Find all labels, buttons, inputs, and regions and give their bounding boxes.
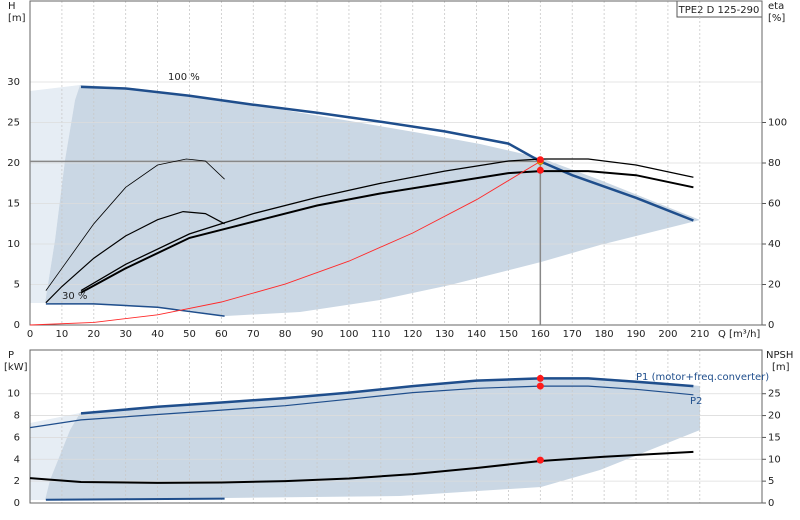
x-tick-label: 180	[595, 329, 614, 340]
y-tick-label: 4	[14, 454, 20, 465]
y2-axis-name: NPSH	[766, 350, 793, 361]
y-tick-label: 10	[7, 389, 20, 400]
y2-tick-label: 0	[768, 498, 774, 509]
y2-tick-label: 80	[768, 158, 781, 169]
y2-tick-label: 60	[768, 199, 781, 210]
y2-tick-label: 25	[768, 389, 781, 400]
annotation: 100 %	[168, 72, 200, 83]
curve	[45, 158, 225, 291]
y-tick-label: 8	[14, 411, 20, 422]
x-tick-label: 100	[339, 329, 358, 340]
x-tick-label: 50	[183, 329, 196, 340]
x-tick-label: 60	[215, 329, 228, 340]
curve	[80, 170, 694, 294]
x-tick-label: 20	[87, 329, 100, 340]
plot-frame	[29, 349, 763, 504]
curve	[45, 303, 225, 317]
annotation: P1 (motor+freq.converter)	[636, 372, 769, 383]
x-tick-label: 40	[151, 329, 164, 340]
point-marker	[536, 156, 544, 164]
point-marker	[536, 374, 544, 382]
y-tick-label: 0	[14, 320, 20, 331]
y-tick-label: 6	[14, 432, 20, 443]
x-tick-label: 160	[531, 329, 550, 340]
y-tick-label: 15	[7, 199, 20, 210]
y-tick-label: 25	[7, 118, 20, 129]
x-tick-label: 30	[119, 329, 132, 340]
x-tick-label: 190	[626, 329, 645, 340]
shade-light	[30, 85, 80, 303]
y2-tick-label: 15	[768, 432, 781, 443]
x-tick-label: 210	[690, 329, 709, 340]
x-tick-label: 80	[279, 329, 292, 340]
y-axis-name: H	[8, 1, 16, 12]
x-tick-label: 0	[27, 329, 33, 340]
curve	[80, 377, 694, 415]
y2-tick-label: 5	[768, 476, 774, 487]
point-marker	[536, 382, 544, 390]
chart-title: TPE2 D 125-290	[678, 5, 760, 16]
x-tick-label: 120	[403, 329, 422, 340]
x-tick-label: 150	[499, 329, 518, 340]
y-tick-label: 20	[7, 158, 20, 169]
operating-range	[45, 85, 700, 316]
x-tick-label: 110	[371, 329, 390, 340]
annotation: 30 %	[62, 291, 87, 302]
y2-axis-unit: [m]	[772, 362, 790, 373]
curve	[29, 385, 694, 429]
x-tick-label: 10	[56, 329, 69, 340]
y-axis-unit: [m]	[8, 13, 26, 24]
y2-tick-label: 20	[768, 280, 781, 291]
power-range	[45, 378, 700, 500]
point-marker	[536, 456, 544, 464]
y-tick-label: 5	[14, 280, 20, 291]
y-tick-label: 0	[14, 498, 20, 509]
y2-tick-label: 10	[768, 454, 781, 465]
curve	[80, 158, 694, 292]
y-axis-unit: [kW]	[4, 362, 28, 373]
curve	[45, 210, 225, 304]
curve	[45, 497, 225, 501]
x-tick-label: 200	[658, 329, 677, 340]
y2-axis-name: eta	[768, 1, 784, 12]
y2-tick-label: 100	[768, 118, 787, 129]
y-tick-label: 10	[7, 239, 20, 250]
x-tick-label: 90	[311, 329, 324, 340]
annotation: P2	[690, 396, 702, 407]
y-tick-label: 2	[14, 476, 20, 487]
plot-frame	[29, 0, 763, 326]
x-tick-label: 130	[435, 329, 454, 340]
curve	[29, 450, 694, 484]
x-tick-label: 70	[247, 329, 260, 340]
x-axis-label: Q [m³/h]	[718, 329, 760, 340]
y2-axis-unit: [%]	[768, 13, 785, 24]
y-tick-label: 30	[7, 77, 20, 88]
point-marker	[536, 166, 544, 174]
y-axis-name: P	[8, 350, 14, 361]
y2-tick-label: 40	[768, 239, 781, 250]
curve	[80, 85, 694, 222]
x-tick-label: 170	[563, 329, 582, 340]
x-tick-label: 140	[467, 329, 486, 340]
y2-tick-label: 0	[768, 320, 774, 331]
y2-tick-label: 20	[768, 411, 781, 422]
curve	[29, 161, 541, 326]
